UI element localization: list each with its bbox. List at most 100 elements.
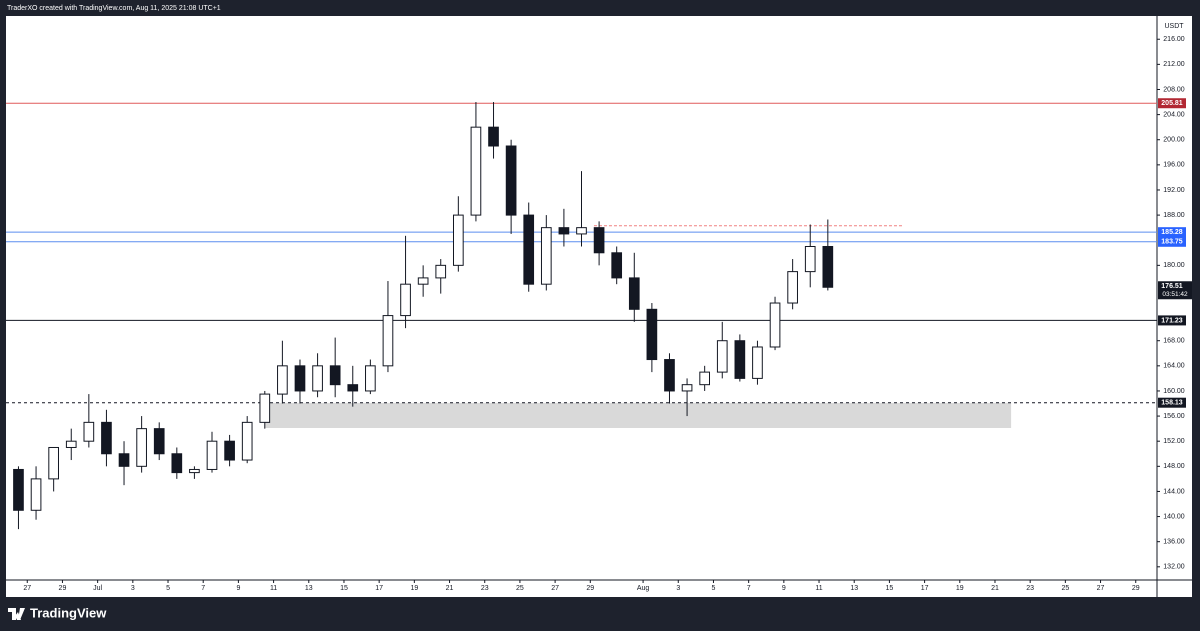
candle-body (681, 384, 693, 392)
x-tick-label: Aug (637, 585, 650, 592)
candle-body (65, 440, 77, 448)
x-tick-label: 17 (375, 585, 383, 592)
x-tick-label: 23 (1026, 585, 1034, 592)
x-tick-label: 5 (166, 585, 170, 592)
x-tick-label: 13 (850, 585, 858, 592)
y-tick-label: 132.00 (1163, 564, 1185, 571)
candle-body (206, 440, 218, 470)
candle-body (329, 365, 341, 386)
candle-body (593, 227, 605, 254)
x-tick-label: 19 (956, 585, 964, 592)
candle-body (13, 468, 24, 511)
candle-body (382, 315, 394, 367)
y-tick-label: 156.00 (1163, 413, 1185, 420)
candle-body (171, 453, 183, 474)
y-tick-label: 212.00 (1163, 61, 1185, 68)
last-price: 176.51 (1161, 283, 1183, 290)
x-tick-label: 7 (747, 585, 751, 592)
candle-body (312, 365, 323, 392)
candle-body (48, 446, 59, 480)
candle-body (118, 453, 130, 467)
countdown: 03:51:42 (1162, 291, 1188, 298)
candle-body (452, 214, 464, 266)
candle-body (488, 126, 499, 147)
x-tick-label: 11 (270, 585, 277, 592)
y-tick-label: 204.00 (1163, 111, 1185, 118)
level-label: 158.13 (1161, 400, 1183, 407)
x-tick-label: 15 (340, 585, 348, 592)
y-tick-label: 168.00 (1163, 338, 1185, 345)
x-tick-label: Jul (93, 585, 102, 592)
candle-body (259, 393, 271, 423)
level-label: 185.28 (1161, 229, 1183, 236)
logo-icon (8, 608, 25, 620)
candle-body (734, 340, 746, 379)
x-tick-label: 25 (516, 585, 524, 592)
y-tick-label: 192.00 (1163, 187, 1185, 194)
candle-body (540, 227, 552, 285)
x-tick-label: 29 (1132, 585, 1140, 592)
zone (264, 402, 1012, 429)
level-label-bg (1158, 236, 1186, 247)
y-tick-label: 160.00 (1163, 388, 1185, 395)
candle-body (822, 245, 834, 288)
level-label-bg (1158, 98, 1186, 109)
x-tick-label: 3 (676, 585, 680, 592)
x-tick-label: 29 (59, 585, 67, 592)
candle-body (769, 302, 781, 348)
y-tick-label: 208.00 (1163, 86, 1185, 93)
candle-body (189, 468, 200, 474)
candle-body (136, 428, 147, 467)
candle-body (558, 227, 570, 235)
candle-body (716, 340, 728, 373)
candle-body (646, 308, 658, 361)
x-tick-label: 3 (131, 585, 135, 592)
candle-body (400, 283, 411, 317)
y-tick-label: 188.00 (1163, 212, 1185, 219)
x-tick-label: 29 (586, 585, 594, 592)
x-tick-label: 11 (815, 585, 822, 592)
candle-body (752, 346, 763, 379)
last-price-bg (1158, 281, 1192, 300)
y-tick-label: 180.00 (1163, 262, 1185, 269)
y-tick-label: 144.00 (1163, 488, 1185, 495)
y-tick-label: 216.00 (1163, 36, 1185, 43)
y-tick-label: 136.00 (1163, 539, 1185, 546)
candle-body (523, 214, 535, 285)
brand: TradingView (30, 605, 107, 620)
candle-body (787, 271, 798, 304)
candle-body (628, 277, 640, 310)
x-tick-label: 7 (201, 585, 205, 592)
header: TraderXO created with TradingView.com, A… (7, 5, 221, 12)
x-tick-label: 27 (1097, 585, 1105, 592)
candle-body (611, 252, 623, 279)
level-label: 183.75 (1161, 239, 1183, 246)
x-tick-label: 27 (551, 585, 559, 592)
candle-body (365, 365, 376, 392)
level-label-bg (1158, 315, 1186, 326)
x-tick-label: 21 (991, 585, 999, 592)
x-tick-label: 27 (23, 585, 31, 592)
logo: TradingView (8, 605, 107, 620)
x-tick-label: 19 (410, 585, 418, 592)
currency: USDT (1164, 23, 1184, 30)
x-tick-label: 9 (782, 585, 786, 592)
panel (6, 16, 1192, 597)
x-tick-label: 13 (305, 585, 313, 592)
x-tick-label: 25 (1061, 585, 1069, 592)
x-tick-label: 5 (712, 585, 716, 592)
candle-body (417, 277, 429, 285)
candle-body (83, 421, 95, 442)
candle-body (241, 421, 253, 461)
x-tick-label: 21 (446, 585, 454, 592)
level-label: 205.81 (1161, 100, 1183, 107)
candle-body (576, 227, 587, 235)
candle-body (153, 428, 165, 455)
candle-body (470, 126, 482, 216)
x-tick-label: 15 (886, 585, 894, 592)
y-tick-label: 196.00 (1163, 162, 1185, 169)
level-label-bg (1158, 227, 1186, 238)
y-tick-label: 164.00 (1163, 363, 1185, 370)
